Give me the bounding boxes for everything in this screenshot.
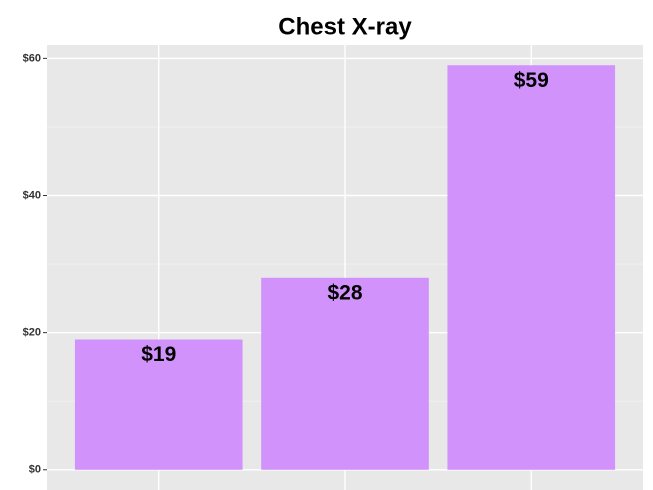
bar — [261, 277, 429, 470]
y-tick-label: $0 — [29, 464, 41, 476]
bar — [447, 65, 616, 470]
bar — [74, 339, 243, 470]
value-label: $28 — [327, 281, 362, 304]
y-tick-label: $40 — [23, 189, 41, 201]
y-tick-label: $20 — [23, 327, 41, 339]
value-label: $59 — [514, 69, 549, 92]
value-label: $19 — [141, 343, 176, 366]
y-tick-label: $60 — [23, 52, 41, 64]
chart-title: Chest X-ray — [278, 13, 412, 40]
